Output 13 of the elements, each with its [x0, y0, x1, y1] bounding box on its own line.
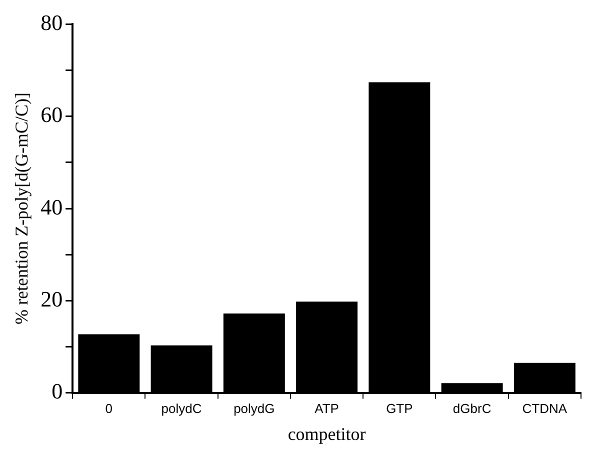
y-axis-title: % retention Z-poly[d(G-mC/C)]	[12, 92, 32, 324]
x-tick-label: polydC	[161, 401, 202, 416]
x-axis-title: competitor	[288, 424, 366, 444]
x-tick-label: CTDNA	[522, 401, 568, 416]
x-tick-label: polydG	[234, 401, 275, 416]
x-tick-label: GTP	[386, 401, 413, 416]
y-tick-label: 40	[40, 194, 63, 220]
x-tick-label: dGbrC	[452, 401, 492, 416]
x-tick-label: ATP	[314, 401, 339, 416]
x-tick-label: 0	[105, 401, 113, 416]
y-tick-label: 80	[40, 10, 63, 35]
y-tick-label: 20	[40, 286, 63, 312]
y-tick-label: 60	[40, 102, 63, 128]
